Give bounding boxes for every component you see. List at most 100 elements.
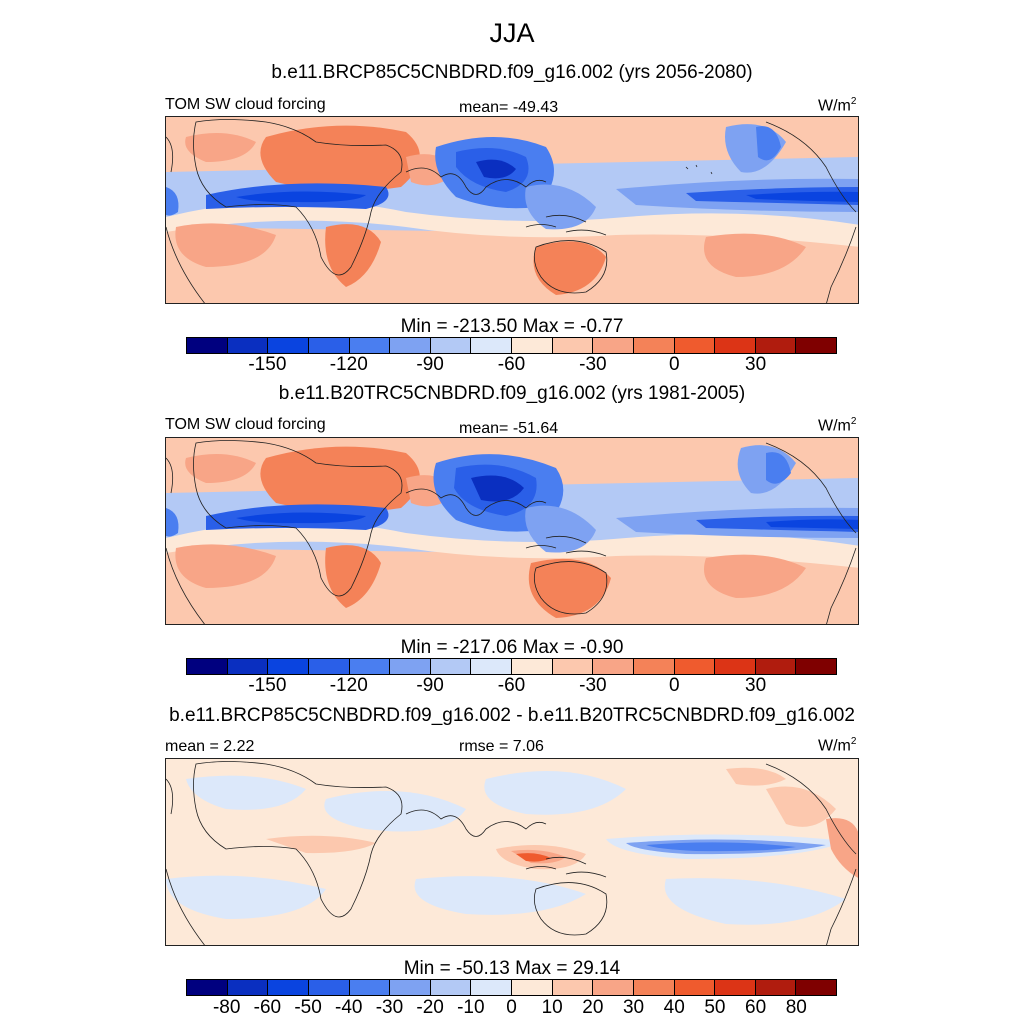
colorbar-swatch	[512, 659, 553, 674]
panel-2-map	[165, 437, 859, 625]
colorbar-swatch	[308, 980, 350, 995]
colorbar-swatch	[755, 980, 797, 995]
colorbar-tick-label: 30	[745, 675, 767, 696]
colorbar-swatch	[552, 659, 594, 674]
colorbar-swatch	[308, 659, 350, 674]
colorbar-swatch	[430, 338, 472, 353]
colorbar-swatch	[390, 338, 431, 353]
colorbar-tick-label: -60	[497, 354, 526, 375]
panel-2-mean-label: mean= -51.64	[459, 420, 559, 437]
colorbar-swatch	[187, 980, 228, 995]
colorbar-tick-label: -50	[294, 997, 322, 1018]
colorbar-swatch	[512, 980, 553, 995]
panel-3-colorbar	[186, 979, 837, 996]
colorbar-swatch	[512, 338, 553, 353]
panel-1-units: W/m2	[818, 96, 857, 115]
colorbar-swatch	[349, 980, 391, 995]
colorbar-swatch	[227, 659, 269, 674]
colorbar-tick-label: -150	[248, 354, 287, 375]
colorbar-swatch	[633, 338, 675, 353]
colorbar-swatch	[308, 338, 350, 353]
colorbar-tick-label: -60	[253, 997, 282, 1018]
panel-2-units: W/m2	[818, 416, 857, 435]
colorbar-swatch	[674, 659, 716, 674]
colorbar-tick-label: 10	[541, 997, 563, 1018]
colorbar-tick-label: -40	[335, 997, 363, 1018]
colorbar-swatch	[755, 659, 797, 674]
figure-title: JJA	[489, 18, 535, 48]
colorbar-tick-label: -90	[416, 354, 444, 375]
panel-1-map-field	[166, 117, 858, 303]
colorbar-swatch	[349, 659, 391, 674]
colorbar-swatch	[471, 338, 512, 353]
colorbar-swatch	[715, 338, 756, 353]
colorbar-swatch	[633, 659, 675, 674]
panel-1-subtitle: b.e11.BRCP85C5CNBDRD.f09_g16.002 (yrs 20…	[271, 62, 753, 83]
panel-2-subtitle: b.e11.B20TRC5CNBDRD.f09_g16.002 (yrs 198…	[278, 383, 746, 404]
colorbar-swatch	[796, 659, 836, 674]
colorbar-swatch	[227, 338, 269, 353]
colorbar-swatch	[674, 980, 716, 995]
colorbar-swatch	[796, 338, 836, 353]
panel-1-minmax: Min = -213.50 Max = -0.77	[400, 316, 624, 337]
panel-3-units: W/m2	[818, 736, 857, 755]
colorbar-tick-label: 30	[745, 354, 767, 375]
colorbar-swatch	[552, 980, 594, 995]
colorbar-swatch	[593, 338, 634, 353]
colorbar-swatch	[796, 980, 836, 995]
panel-1-map	[165, 116, 859, 304]
colorbar-swatch	[268, 980, 309, 995]
colorbar-tick-label: -30	[579, 675, 607, 696]
panel-2-colorbar	[186, 658, 837, 675]
colorbar-swatch	[552, 338, 594, 353]
colorbar-tick-label: -120	[329, 354, 368, 375]
colorbar-tick-label: 0	[668, 354, 680, 375]
colorbar-tick-label: 50	[704, 997, 726, 1018]
colorbar-tick-label: -60	[497, 675, 526, 696]
colorbar-tick-label: -120	[329, 675, 368, 696]
colorbar-tick-label: 60	[745, 997, 767, 1018]
colorbar-swatch	[187, 659, 228, 674]
colorbar-swatch	[390, 980, 431, 995]
colorbar-swatch	[268, 338, 309, 353]
panel-1-colorbar	[186, 337, 837, 354]
panel-1-colorbar-ticks: -150 -120 -90 -60 -30 0 30	[186, 354, 837, 378]
colorbar-swatch	[471, 659, 512, 674]
colorbar-tick-label: 30	[622, 997, 645, 1018]
panel-3-mean-label: mean = 2.22	[165, 738, 255, 755]
panel-3-subtitle: b.e11.BRCP85C5CNBDRD.f09_g16.002 - b.e11…	[169, 705, 855, 726]
panel-2-colorbar-ticks: -150 -120 -90 -60 -30 0 30	[186, 675, 837, 699]
colorbar-tick-label: -90	[416, 675, 444, 696]
colorbar-swatch	[187, 338, 228, 353]
panel-2-variable-label: TOM SW cloud forcing	[165, 416, 326, 433]
colorbar-tick-label: -10	[457, 997, 485, 1018]
panel-2-minmax: Min = -217.06 Max = -0.90	[400, 637, 624, 658]
colorbar-swatch	[593, 659, 634, 674]
colorbar-tick-label: 0	[506, 997, 517, 1018]
colorbar-tick-label: 0	[668, 675, 680, 696]
colorbar-swatch	[471, 980, 512, 995]
colorbar-swatch	[430, 659, 472, 674]
panel-3-rmse-label: rmse = 7.06	[459, 738, 544, 755]
colorbar-swatch	[715, 659, 756, 674]
panel-3-colorbar-ticks: -80 -60 -50 -40 -30 -20 -10 0 10 20 30 40 50 60 80	[186, 997, 837, 1021]
panel-3-minmax: Min = -50.13 Max = 29.14	[403, 958, 621, 979]
panel-3-map-field	[166, 759, 858, 945]
colorbar-swatch	[349, 338, 391, 353]
colorbar-swatch	[715, 980, 756, 995]
panel-3-map	[165, 758, 859, 946]
colorbar-tick-label: 20	[582, 997, 604, 1018]
colorbar-tick-label: -30	[375, 997, 404, 1018]
colorbar-tick-label: 80	[785, 997, 807, 1018]
panel-1-variable-label: TOM SW cloud forcing	[165, 96, 326, 113]
colorbar-tick-label: -80	[212, 997, 241, 1018]
panel-1-mean-label: mean= -49.43	[459, 99, 559, 116]
colorbar-tick-label: -30	[579, 354, 607, 375]
colorbar-tick-label: -150	[248, 675, 287, 696]
colorbar-swatch	[755, 338, 797, 353]
colorbar-swatch	[593, 980, 634, 995]
colorbar-tick-label: 40	[663, 997, 685, 1018]
colorbar-tick-label: -20	[416, 997, 444, 1018]
colorbar-swatch	[633, 980, 675, 995]
panel-2-map-field	[166, 438, 858, 624]
